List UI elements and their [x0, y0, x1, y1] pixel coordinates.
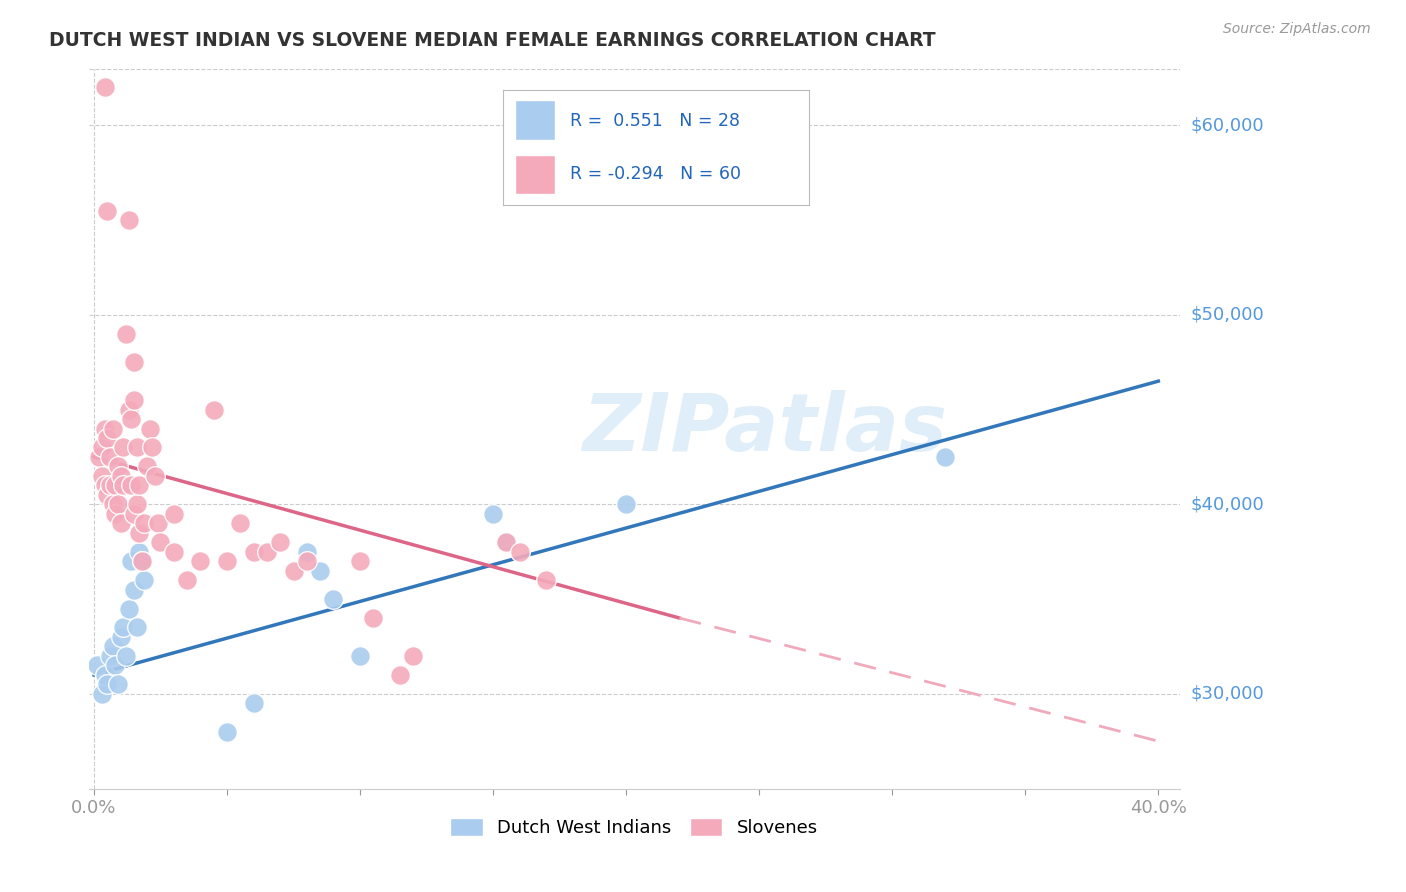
- Point: [96, 203, 118, 218]
- Point: [98, 450, 121, 464]
- Point: [215, 554, 238, 568]
- Point: [131, 554, 153, 568]
- Point: [190, 554, 212, 568]
- Point: [86, 658, 108, 673]
- Point: [141, 441, 163, 455]
- Point: [98, 648, 121, 663]
- Point: [110, 516, 132, 531]
- Point: [104, 658, 127, 673]
- Point: [90, 687, 112, 701]
- Text: Source: ZipAtlas.com: Source: ZipAtlas.com: [1223, 22, 1371, 37]
- Point: [614, 497, 637, 511]
- Point: [176, 573, 198, 587]
- Point: [125, 441, 148, 455]
- Point: [122, 582, 145, 597]
- Point: [122, 355, 145, 369]
- Point: [295, 544, 318, 558]
- Point: [101, 497, 124, 511]
- Text: DUTCH WEST INDIAN VS SLOVENE MEDIAN FEMALE EARNINGS CORRELATION CHART: DUTCH WEST INDIAN VS SLOVENE MEDIAN FEMA…: [49, 31, 936, 50]
- Point: [93, 478, 115, 492]
- Point: [215, 724, 238, 739]
- Point: [363, 611, 385, 625]
- Text: $50,000: $50,000: [1191, 306, 1264, 324]
- Point: [295, 554, 318, 568]
- Point: [146, 516, 169, 531]
- Point: [117, 601, 139, 615]
- Point: [128, 544, 150, 558]
- Point: [242, 544, 264, 558]
- Point: [509, 544, 531, 558]
- Point: [934, 450, 956, 464]
- Point: [112, 441, 135, 455]
- Point: [495, 535, 517, 549]
- Point: [112, 478, 135, 492]
- Point: [143, 469, 166, 483]
- Point: [98, 478, 121, 492]
- Point: [322, 592, 344, 607]
- Point: [104, 478, 127, 492]
- Point: [117, 402, 139, 417]
- Point: [242, 696, 264, 710]
- Point: [107, 459, 129, 474]
- Point: [104, 507, 127, 521]
- Point: [122, 393, 145, 408]
- Point: [388, 668, 411, 682]
- Point: [128, 478, 150, 492]
- Legend: Dutch West Indians, Slovenes: Dutch West Indians, Slovenes: [443, 811, 825, 845]
- Point: [122, 507, 145, 521]
- Point: [128, 525, 150, 540]
- Point: [134, 516, 156, 531]
- Point: [536, 573, 558, 587]
- Point: [115, 648, 138, 663]
- Point: [120, 478, 142, 492]
- Point: [134, 573, 156, 587]
- Point: [256, 544, 278, 558]
- Point: [402, 648, 425, 663]
- Point: [90, 441, 112, 455]
- Point: [163, 507, 186, 521]
- Point: [229, 516, 252, 531]
- Point: [101, 421, 124, 435]
- Point: [349, 554, 371, 568]
- Point: [96, 431, 118, 445]
- Point: [112, 620, 135, 634]
- Point: [96, 677, 118, 691]
- Point: [107, 497, 129, 511]
- Text: $40,000: $40,000: [1191, 495, 1264, 513]
- Point: [96, 488, 118, 502]
- Point: [309, 564, 332, 578]
- Point: [93, 421, 115, 435]
- Point: [482, 507, 505, 521]
- Point: [110, 630, 132, 644]
- Point: [139, 421, 162, 435]
- Point: [107, 677, 129, 691]
- Point: [495, 535, 517, 549]
- Point: [120, 554, 142, 568]
- Point: [90, 469, 112, 483]
- Point: [89, 450, 111, 464]
- Text: $60,000: $60,000: [1191, 116, 1264, 135]
- Point: [93, 80, 115, 95]
- Point: [125, 497, 148, 511]
- Text: $30,000: $30,000: [1191, 685, 1264, 703]
- Point: [131, 554, 153, 568]
- Point: [93, 668, 115, 682]
- Point: [117, 213, 139, 227]
- Point: [115, 326, 138, 341]
- Point: [149, 535, 172, 549]
- Point: [120, 412, 142, 426]
- Point: [283, 564, 305, 578]
- Text: ZIPatlas: ZIPatlas: [582, 390, 948, 467]
- Point: [125, 620, 148, 634]
- Point: [349, 648, 371, 663]
- Point: [163, 544, 186, 558]
- Point: [136, 459, 159, 474]
- Point: [101, 640, 124, 654]
- Point: [269, 535, 291, 549]
- Point: [110, 469, 132, 483]
- Point: [202, 402, 225, 417]
